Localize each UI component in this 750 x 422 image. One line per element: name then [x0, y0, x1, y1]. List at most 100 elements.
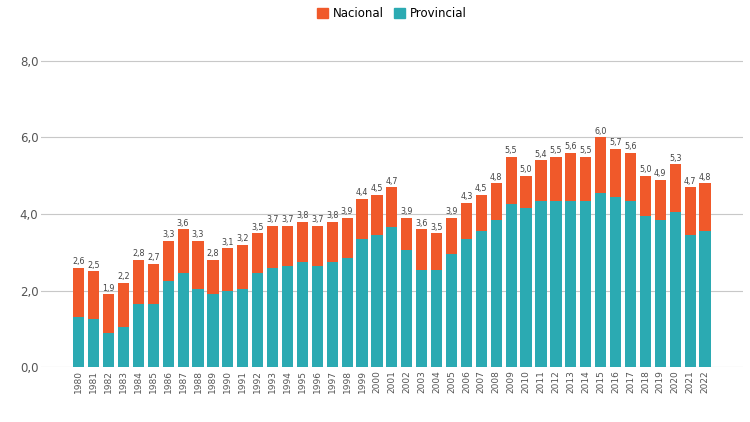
Bar [700, 231, 711, 367]
Bar [282, 266, 293, 367]
Bar [550, 200, 562, 367]
Bar [520, 208, 532, 367]
Bar [655, 180, 666, 220]
Bar [625, 153, 636, 200]
Bar [550, 157, 562, 200]
Text: 3,7: 3,7 [281, 215, 294, 224]
Bar [297, 222, 308, 262]
Text: 6,0: 6,0 [595, 127, 607, 136]
Bar [88, 271, 99, 319]
Text: 3,5: 3,5 [251, 223, 264, 232]
Bar [297, 262, 308, 367]
Text: 5,6: 5,6 [624, 142, 637, 151]
Bar [536, 200, 547, 367]
Bar [640, 216, 651, 367]
Text: 4,5: 4,5 [370, 184, 383, 193]
Bar [595, 138, 606, 193]
Bar [685, 187, 696, 235]
Bar [580, 200, 591, 367]
Bar [506, 205, 517, 367]
Text: 4,7: 4,7 [684, 177, 696, 186]
Text: 3,2: 3,2 [236, 234, 249, 243]
Text: 2,2: 2,2 [117, 273, 130, 281]
Bar [222, 291, 233, 367]
Bar [252, 233, 263, 273]
Bar [431, 270, 442, 367]
Text: 4,8: 4,8 [490, 173, 502, 182]
Text: 3,6: 3,6 [416, 219, 428, 228]
Bar [386, 187, 398, 227]
Bar [371, 235, 382, 367]
Text: 2,8: 2,8 [207, 249, 219, 258]
Bar [207, 295, 218, 367]
Text: 5,4: 5,4 [535, 150, 548, 159]
Text: 3,3: 3,3 [162, 230, 175, 239]
Bar [178, 273, 189, 367]
Bar [341, 218, 352, 258]
Bar [118, 327, 129, 367]
Bar [267, 225, 278, 268]
Bar [640, 176, 651, 216]
Bar [193, 241, 203, 289]
Bar [520, 176, 532, 208]
Bar [401, 250, 412, 367]
Text: 4,7: 4,7 [386, 177, 398, 186]
Bar [595, 193, 606, 367]
Bar [610, 197, 621, 367]
Text: 5,0: 5,0 [639, 165, 652, 174]
Bar [74, 317, 84, 367]
Text: 3,9: 3,9 [400, 207, 413, 216]
Bar [327, 262, 338, 367]
Bar [401, 218, 412, 250]
Legend: Nacional, Provincial: Nacional, Provincial [314, 4, 470, 22]
Text: 5,6: 5,6 [565, 142, 577, 151]
Bar [312, 225, 323, 266]
Bar [74, 268, 84, 317]
Bar [327, 222, 338, 262]
Bar [193, 289, 203, 367]
Bar [490, 220, 502, 367]
Bar [416, 229, 428, 270]
Bar [386, 227, 398, 367]
Bar [237, 289, 248, 367]
Bar [566, 200, 577, 367]
Text: 5,5: 5,5 [580, 146, 592, 155]
Bar [446, 254, 457, 367]
Bar [118, 283, 129, 327]
Text: 2,6: 2,6 [73, 257, 85, 266]
Text: 3,5: 3,5 [430, 223, 442, 232]
Bar [476, 195, 487, 231]
Text: 3,8: 3,8 [326, 211, 338, 220]
Bar [566, 153, 577, 200]
Bar [700, 184, 711, 231]
Bar [670, 164, 681, 212]
Bar [222, 249, 233, 291]
Bar [133, 260, 144, 304]
Bar [610, 149, 621, 197]
Bar [148, 264, 159, 304]
Text: 3,8: 3,8 [296, 211, 308, 220]
Text: 3,9: 3,9 [446, 207, 458, 216]
Text: 4,9: 4,9 [654, 169, 667, 178]
Bar [312, 266, 323, 367]
Bar [655, 220, 666, 367]
Text: 3,9: 3,9 [341, 207, 353, 216]
Text: 4,8: 4,8 [699, 173, 711, 182]
Bar [476, 231, 487, 367]
Bar [580, 157, 591, 200]
Text: 4,3: 4,3 [460, 192, 472, 201]
Text: 1,9: 1,9 [102, 284, 115, 293]
Bar [282, 225, 293, 266]
Bar [371, 195, 382, 235]
Bar [341, 258, 352, 367]
Bar [625, 200, 636, 367]
Text: 5,5: 5,5 [505, 146, 518, 155]
Text: 3,1: 3,1 [222, 238, 234, 247]
Bar [267, 268, 278, 367]
Bar [536, 160, 547, 200]
Bar [237, 245, 248, 289]
Bar [103, 333, 114, 367]
Bar [356, 239, 368, 367]
Bar [163, 281, 174, 367]
Text: 2,8: 2,8 [132, 249, 145, 258]
